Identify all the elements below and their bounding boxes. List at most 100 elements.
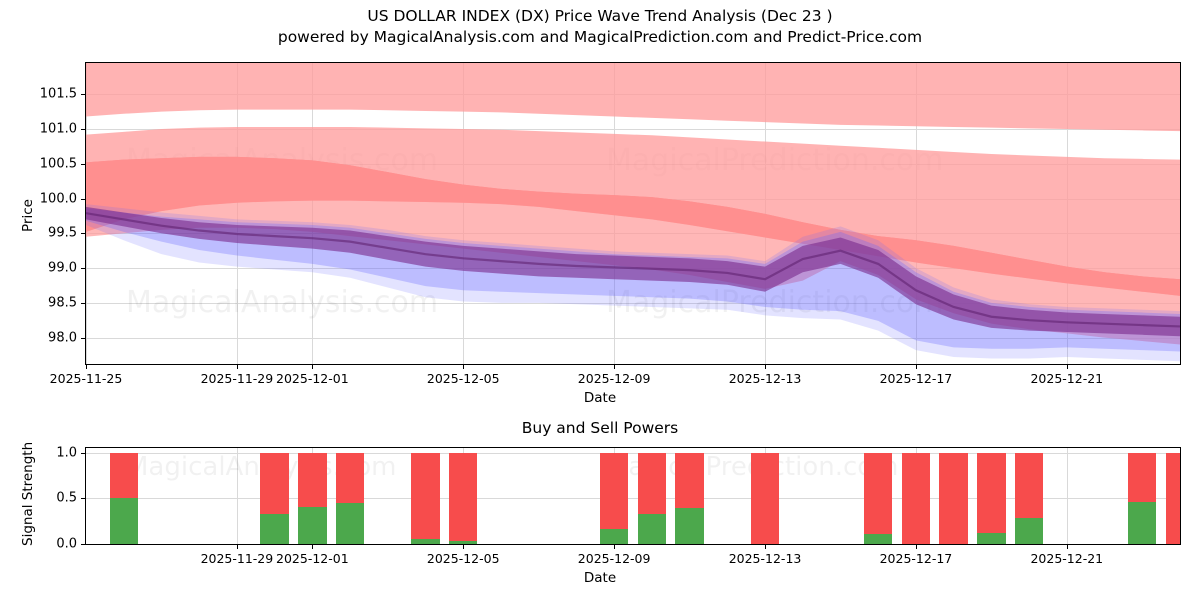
signal-bar-group[interactable] — [411, 448, 440, 544]
signal-y-tick-mark — [81, 544, 85, 545]
price-x-tick-label: 2025-12-21 — [1030, 371, 1104, 386]
signal-x-tick-mark — [1066, 545, 1068, 549]
chart-title-block: US DOLLAR INDEX (DX) Price Wave Trend An… — [0, 6, 1200, 48]
price-y-tick-mark — [81, 198, 85, 200]
buy-power-bar — [675, 508, 704, 544]
signal-bar-group[interactable] — [335, 448, 365, 544]
price-x-tick-label: 2025-11-25 — [49, 371, 123, 386]
price-x-tick-label: 2025-12-05 — [426, 371, 500, 386]
buy-power-bar — [298, 507, 327, 544]
price-y-tick-label: 98.5 — [48, 295, 77, 311]
signal-bars-layer — [86, 448, 1180, 544]
signal-bar-group[interactable] — [260, 448, 289, 544]
price-x-tick-mark — [312, 365, 314, 369]
buy-power-bar — [863, 533, 893, 544]
buy-power-bar — [411, 539, 440, 544]
buy-power-bar — [599, 529, 629, 544]
price-x-tick-label: 2025-12-17 — [879, 371, 953, 386]
sell-power-bar — [939, 452, 968, 544]
sell-power-bar — [298, 452, 327, 508]
sell-power-bar — [675, 452, 704, 509]
signal-y-axis-label: Signal Strength — [20, 441, 36, 546]
price-x-tick-mark — [614, 365, 616, 369]
price-gridline-h — [86, 337, 1180, 339]
price-x-tick-label: 2025-12-01 — [276, 371, 349, 386]
price-y-tick-label: 99.0 — [48, 260, 77, 276]
sell-power-bar — [260, 452, 289, 514]
sell-power-bar — [109, 452, 138, 499]
signal-bar-group[interactable] — [599, 448, 629, 544]
signal-bar-group[interactable] — [901, 448, 931, 544]
signal-y-tick-label: 0.0 — [56, 536, 77, 552]
price-y-tick-mark — [81, 302, 85, 304]
buy-power-bar — [1014, 518, 1044, 544]
signal-x-tick-mark — [765, 545, 767, 549]
price-y-tick-label: 101.0 — [39, 121, 77, 137]
price-bands-svg — [86, 63, 1180, 362]
signal-bar-group[interactable] — [675, 448, 704, 544]
signal-y-tick-label: 0.5 — [56, 490, 77, 506]
signal-x-tick-label: 2025-11-29 — [200, 551, 274, 566]
sell-power-bar — [1128, 452, 1157, 502]
sell-power-bar — [1014, 452, 1044, 519]
sell-power-bar — [750, 452, 780, 544]
price-band-area — [86, 206, 1180, 337]
price-wave-chart: MagicalAnalysis.com MagicalPrediction.co… — [85, 62, 1181, 365]
sell-power-bar — [977, 452, 1006, 534]
signal-x-tick-label: 2025-12-05 — [426, 551, 500, 566]
buy-power-bar — [260, 513, 289, 544]
signal-x-tick-label: 2025-12-21 — [1030, 551, 1104, 566]
buy-power-bar — [637, 513, 667, 544]
price-x-tick-mark — [463, 365, 465, 369]
sell-power-bar — [599, 452, 629, 530]
price-x-tick-label: 2025-11-29 — [200, 371, 274, 386]
buy-power-bar — [1128, 501, 1157, 544]
signal-bar-group[interactable] — [1128, 448, 1157, 544]
signal-x-tick-mark — [312, 545, 314, 549]
price-y-tick-mark — [81, 129, 85, 131]
signal-gridline-h — [86, 544, 1180, 545]
price-x-tick-mark — [1066, 365, 1068, 369]
price-y-tick-mark — [81, 337, 85, 339]
buy-power-bar — [109, 498, 138, 544]
sell-power-bar — [901, 452, 931, 544]
signal-x-tick-mark — [236, 545, 238, 549]
signal-bar-group[interactable] — [977, 448, 1006, 544]
signal-y-tick-mark — [81, 452, 85, 454]
signal-x-axis-label: Date — [583, 570, 617, 586]
signal-gridline-h — [86, 452, 1180, 454]
price-x-tick-mark — [86, 365, 87, 369]
signal-bar-group[interactable] — [1165, 448, 1180, 544]
sell-power-bar — [1165, 452, 1180, 544]
signal-bar-group[interactable] — [637, 448, 667, 544]
signal-panel-title: Buy and Sell Powers — [521, 419, 679, 437]
price-y-tick-mark — [81, 163, 85, 165]
price-y-tick-label: 99.5 — [48, 225, 77, 241]
price-gridline-h — [86, 129, 1180, 131]
buy-power-bar — [977, 533, 1006, 544]
signal-x-tick-label: 2025-12-17 — [879, 551, 953, 566]
signal-bar-group[interactable] — [863, 448, 893, 544]
price-x-tick-label: 2025-12-09 — [577, 371, 651, 386]
signal-bar-group[interactable] — [449, 448, 478, 544]
signal-bar-group[interactable] — [1014, 448, 1044, 544]
signal-x-tick-label: 2025-12-13 — [728, 551, 802, 566]
price-x-tick-mark — [236, 365, 238, 369]
signal-x-tick-mark — [614, 545, 616, 549]
price-y-tick-mark — [81, 233, 85, 235]
signal-bar-group[interactable] — [939, 448, 968, 544]
sell-power-bar — [863, 452, 893, 534]
signal-bar-group[interactable] — [750, 448, 780, 544]
signal-bar-group[interactable] — [109, 448, 138, 544]
buy-power-bar — [335, 502, 365, 544]
signal-x-tick-mark — [463, 545, 465, 549]
signal-x-tick-mark — [915, 545, 917, 549]
price-x-axis-label: Date — [583, 390, 617, 406]
page-title: US DOLLAR INDEX (DX) Price Wave Trend An… — [367, 7, 833, 25]
sell-power-bar — [335, 452, 365, 503]
signal-bar-group[interactable] — [298, 448, 327, 544]
price-y-tick-label: 100.0 — [39, 191, 77, 207]
signal-y-tick-mark — [81, 498, 85, 500]
sell-power-bar — [449, 452, 478, 542]
signal-x-tick-label: 2025-12-09 — [577, 551, 651, 566]
